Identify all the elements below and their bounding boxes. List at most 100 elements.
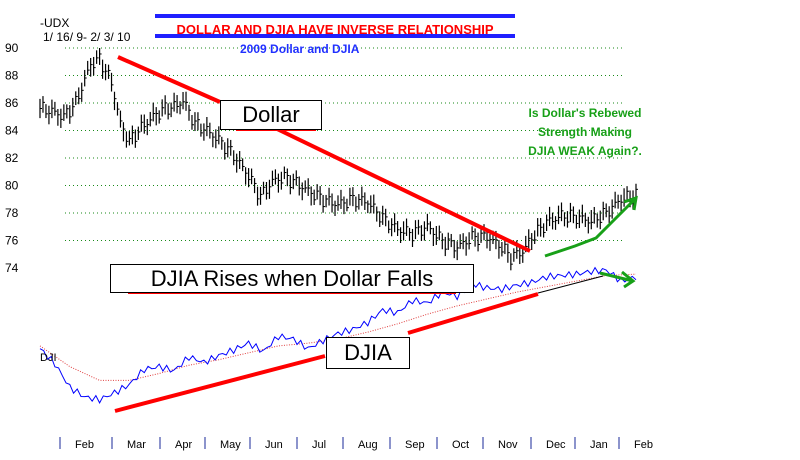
dollar-bar [534,230,537,244]
dollar-bar [271,170,275,187]
dollar-bar [420,225,424,241]
dollar-bar [543,223,546,238]
djia-uptrend-lower [114,354,326,413]
dollar-bar [137,126,141,140]
dollar-bar [325,194,329,208]
month-label: Dec [546,439,566,451]
dollar-bar [262,181,266,195]
date-range-label: 1/ 16/ 9- 2/ 3/ 10 [43,30,131,44]
dollar-bar [391,218,394,237]
dollar-bar [93,56,96,76]
dollar-bar [42,96,45,113]
dollar-bar [206,116,209,137]
dollar-bar [382,205,385,225]
dollar-bar [414,220,418,240]
dollar-bar [152,102,156,122]
dollar-bar [167,103,171,120]
dollar-bar [343,196,346,215]
dollar-bar [218,126,221,145]
dollar-bar [119,110,123,128]
dollar-bar [313,189,317,206]
dollar-bar [364,192,367,210]
dollar-bar [620,194,624,214]
dollar-bar [176,95,180,114]
dollar-bar [551,212,555,230]
dollar-bar [417,219,421,235]
dollar-bar [355,196,358,212]
dollar-bar [623,188,627,207]
dollar-bar [456,241,460,261]
dollar-bar [194,112,197,132]
month-label: Nov [498,439,518,451]
dollar-bar [394,213,397,233]
dollar-bar [411,228,415,248]
dollar-bar [599,210,603,230]
dollar-bar [611,199,615,219]
dollar-bar [170,102,174,118]
dollar-bar [459,234,463,249]
dollar-bar [233,150,236,166]
dollar-bar [66,104,69,119]
dollar-bar [107,64,111,79]
dollar-bar [212,132,215,148]
dollar-bar [376,206,379,222]
dollar-bar [215,129,218,149]
dollar-bar [328,187,332,206]
dollar-bar [444,236,448,257]
dollar-bar [131,125,135,145]
dollar-bar [385,208,388,227]
month-label: Aug [358,439,378,451]
dollar-bar [265,182,269,200]
dollar-bar [307,178,311,196]
dollar-bar [122,122,126,142]
dollar-bar [617,194,621,209]
dollar-bar [96,50,99,64]
dollar-bar [471,226,475,240]
dollar-bar [280,171,284,190]
dollar-bar [426,213,430,232]
dollar-bar [560,202,564,222]
dollar-bar [388,220,391,234]
dollar-bar [548,206,552,227]
dollar-bar [468,232,472,250]
djia-series-tag: DJI [40,352,57,364]
dollar-bar [519,245,522,265]
dollar-bar [60,108,63,128]
dollar-bar [358,194,361,210]
dollar-bar [498,239,501,259]
dollar-bar [337,195,340,211]
dollar-bar [450,233,454,248]
dollar-bar [87,60,90,76]
dollar-bar [230,139,233,156]
y-tick-label: 74 [5,261,19,275]
dollar-bar [331,193,335,213]
chart-title: DOLLAR AND DJIA HAVE INVERSE RELATIONSHI… [155,14,515,38]
dollar-bar [182,92,186,110]
dollar-downtrend-upper [117,55,221,104]
dollar-bar [239,151,242,170]
y-tick-label: 84 [5,124,19,138]
dollar-bar [110,72,114,92]
dollar-bar [113,91,117,111]
dollar-bar [250,168,254,185]
dollar-bar [185,91,189,111]
dollar-bar [277,173,281,193]
dollar-bar [578,209,582,229]
dollar-bar [143,114,147,134]
dollar-bar [554,216,558,230]
dollar-bar [399,227,403,244]
dollar-bar [349,187,352,206]
dollar-bar [78,87,81,105]
dollar-bar [432,227,436,247]
dollar-bar [63,104,66,121]
dollar-bar [441,233,445,250]
y-tick-label: 86 [5,96,19,110]
y-tick-label: 82 [5,151,19,165]
dollar-bar [256,186,260,206]
dollar-bar [379,211,382,228]
dollar-bar [483,224,487,241]
dollar-bar [164,95,168,115]
dollar-bar [304,180,308,193]
dollar-bar [370,195,373,214]
dollar-bar [405,218,409,236]
